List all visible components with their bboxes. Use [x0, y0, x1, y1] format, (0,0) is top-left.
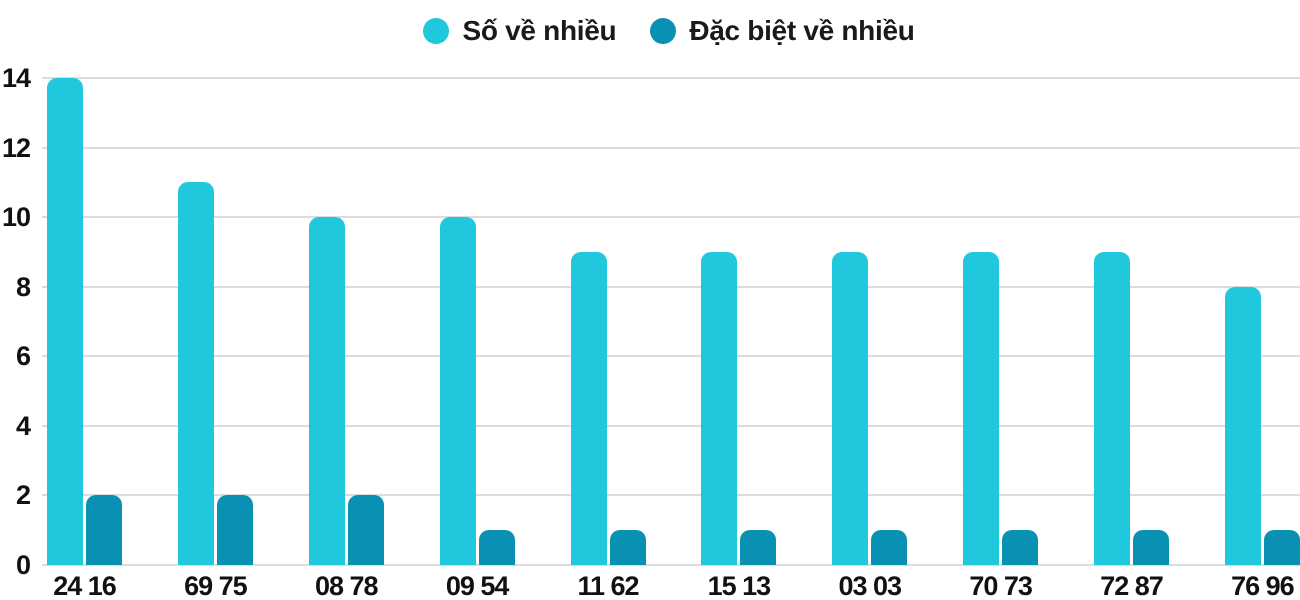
x-axis-category-label: 70 73 [969, 571, 1033, 600]
legend-item-dac-biet-ve-nhieu[interactable]: Đặc biệt về nhiều [650, 15, 915, 47]
y-axis-tick-label: 12 [1, 132, 31, 163]
gridline [42, 494, 1300, 497]
y-axis-tick-label: 10 [1, 202, 31, 233]
x-axis-category-label: 08 78 [314, 571, 379, 600]
legend-label: Số về nhiều [462, 15, 617, 46]
bar-so-ve-nhieu[interactable] [1094, 252, 1130, 565]
bar-so-ve-nhieu[interactable] [832, 252, 869, 565]
y-axis-tick-label: 2 [15, 480, 31, 511]
bar-dac-biet-ve-nhieu[interactable] [740, 530, 777, 565]
bar-dac-biet-ve-nhieu[interactable] [1133, 530, 1169, 565]
legend-swatch-circle-icon [423, 18, 450, 44]
bar-dac-biet-ve-nhieu[interactable] [347, 495, 384, 565]
bar-so-ve-nhieu[interactable] [439, 217, 476, 565]
bar-dac-biet-ve-nhieu[interactable] [478, 530, 515, 565]
bar-dac-biet-ve-nhieu[interactable] [86, 495, 122, 565]
bar-dac-biet-ve-nhieu[interactable] [216, 495, 253, 565]
gridline [42, 146, 1300, 149]
y-axis-tick-label: 8 [15, 271, 31, 302]
legend-item-so-ve-nhieu[interactable]: Số về nhiều [423, 15, 617, 47]
bar-group [308, 78, 384, 565]
y-axis-tick-label: 4 [15, 410, 31, 441]
bar-group [570, 78, 646, 565]
bar-dac-biet-ve-nhieu[interactable] [609, 530, 646, 565]
x-axis-baseline [42, 564, 1300, 566]
bar-dac-biet-ve-nhieu[interactable] [1002, 530, 1039, 565]
bar-so-ve-nhieu[interactable] [1224, 287, 1261, 565]
y-axis-tick-label: 0 [15, 550, 31, 580]
bar-group [439, 78, 515, 565]
x-axis-category-label: 03 03 [838, 571, 902, 600]
bar-group [832, 78, 908, 565]
x-axis-category-label: 76 96 [1231, 571, 1295, 600]
legend-label: Đặc biệt về nhiều [689, 15, 915, 46]
x-axis-category-label: 69 75 [184, 571, 248, 600]
chart-legend: Số về nhiều Đặc biệt về nhiều [0, 15, 1300, 47]
bar-so-ve-nhieu[interactable] [963, 252, 1000, 565]
x-axis-category-label: 09 54 [445, 571, 510, 600]
x-axis: 24 16 69 75 08 78 09 54 11 62 15 13 03 03 70 73… [47, 571, 1300, 600]
x-axis-category-label: 15 13 [707, 571, 772, 600]
y-axis-tick-label: 6 [15, 341, 31, 372]
bar-so-ve-nhieu[interactable] [47, 78, 83, 565]
bar-so-ve-nhieu[interactable] [701, 252, 738, 565]
bar-so-ve-nhieu[interactable] [570, 252, 607, 565]
bar-group [1094, 78, 1169, 565]
gridline [42, 77, 1300, 79]
bar-dac-biet-ve-nhieu[interactable] [1263, 530, 1300, 565]
gridline [42, 424, 1300, 427]
bar-so-ve-nhieu[interactable] [308, 217, 345, 565]
bar-group [177, 78, 253, 565]
bar-group [963, 78, 1039, 565]
bar-so-ve-nhieu[interactable] [177, 182, 214, 565]
y-axis-tick-label: 14 [1, 63, 31, 93]
bars-layer [47, 78, 1300, 565]
x-axis-category-label: 11 62 [577, 571, 639, 600]
bar-dac-biet-ve-nhieu[interactable] [871, 530, 908, 565]
gridline [42, 285, 1300, 288]
bar-group [47, 78, 122, 565]
gridline [42, 216, 1300, 219]
x-axis-category-label: 72 87 [1100, 571, 1164, 600]
bar-group [1224, 78, 1300, 565]
gridline [42, 355, 1300, 358]
bar-group [701, 78, 777, 565]
x-axis-category-label: 24 16 [53, 571, 117, 600]
legend-swatch-circle-icon [650, 18, 677, 44]
